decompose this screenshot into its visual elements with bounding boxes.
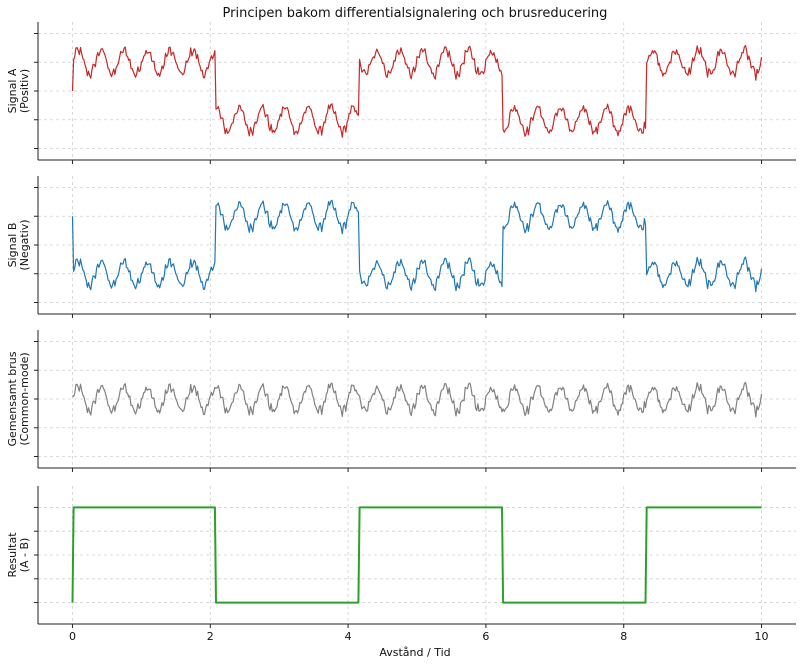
panels-group: Signal A(Positiv) Signal B(Negativ) Gemens…	[6, 22, 796, 643]
y-axis-label-line: Resultat	[6, 532, 19, 578]
y-axis-label-line: (A - B)	[18, 538, 31, 573]
series-line-2	[71, 199, 763, 293]
series-line-4	[71, 506, 762, 604]
y-axis-label-line: (Negativ)	[18, 219, 31, 270]
x-tick-label: 6	[482, 630, 489, 643]
panel-1: Signal A(Positiv)	[6, 22, 796, 164]
y-axis-label-line: Signal A	[6, 68, 19, 113]
y-axis-label: Signal B(Negativ)	[6, 219, 31, 270]
y-axis-label: Resultat(A - B)	[6, 532, 31, 578]
y-axis-label-line: (Positiv)	[18, 69, 31, 113]
x-tick-label: 4	[345, 630, 352, 643]
y-axis-label-line: Signal B	[6, 223, 19, 268]
x-tick-label: 8	[620, 630, 627, 643]
y-axis-label-line: Gemensamt brus	[6, 351, 19, 446]
x-tick-label: 10	[755, 630, 769, 643]
y-axis-label: Gemensamt brus(Common-mode)	[6, 351, 31, 446]
y-axis-label-line: (Common-mode)	[18, 352, 31, 445]
y-axis-label: Signal A(Positiv)	[6, 68, 31, 113]
panel-4: Resultat(A - B) 0 2 4 6 8 10	[6, 486, 796, 643]
chart-title: Principen bakom differentialsignalering …	[223, 6, 608, 21]
series-line-3	[72, 381, 763, 418]
panel-2: Signal B(Negativ)	[6, 176, 796, 318]
x-tick-label: 0	[69, 630, 76, 643]
panel-3: Gemensamt brus(Common-mode)	[6, 330, 796, 472]
series-line-1	[71, 44, 763, 138]
x-axis-label: Avstånd / Tid	[379, 646, 450, 659]
x-tick-label: 2	[207, 630, 214, 643]
